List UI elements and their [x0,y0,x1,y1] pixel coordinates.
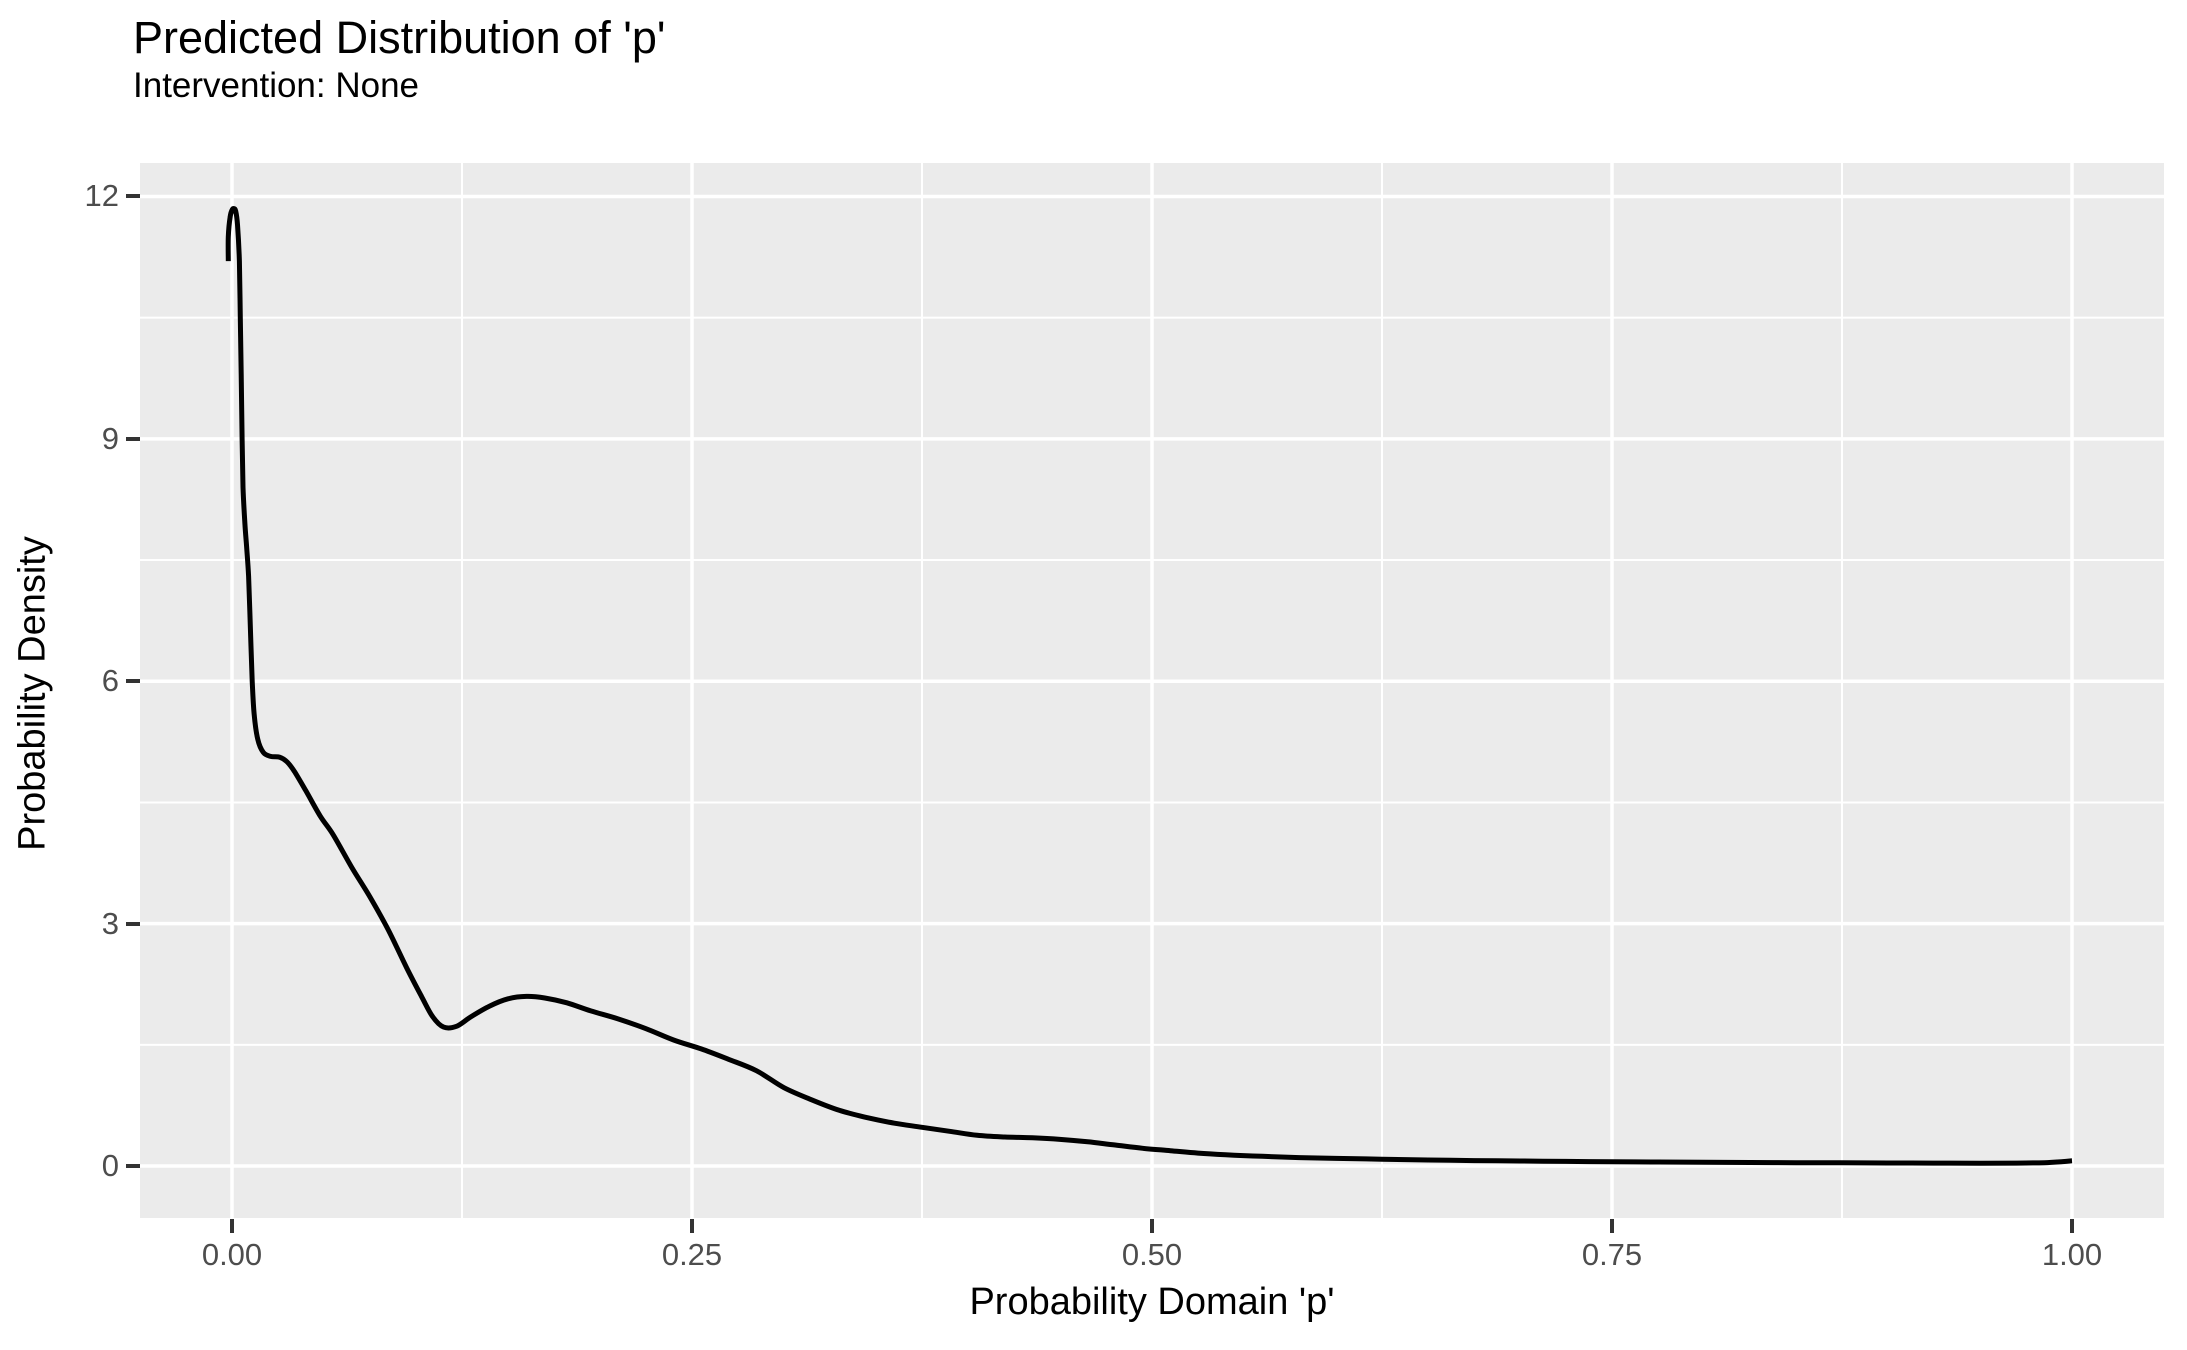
y-tick-label: 6 [101,663,119,699]
x-tick-label: 1.00 [2041,1237,2103,1272]
plot-subtitle: Intervention: None [133,66,420,105]
y-tick-label: 0 [101,1148,119,1184]
x-tick-label: 0.00 [201,1237,263,1272]
y-tick-label: 9 [101,420,119,456]
y-tick-mark [126,194,140,199]
plot-area-svg [140,163,2164,1218]
x-tick-mark [1150,1219,1154,1233]
y-tick-label: 3 [101,905,119,941]
x-tick-label: 0.75 [1581,1237,1643,1272]
density-curve [225,206,2073,1166]
y-tick-mark [126,1164,140,1169]
y-tick-mark [126,679,140,684]
x-tick-label: 0.25 [661,1237,723,1272]
x-tick-label: 0.50 [1121,1237,1183,1272]
y-tick-label: 12 [84,178,119,214]
x-axis-title: Probability Domain 'p' [969,1281,1335,1323]
y-tick-mark [126,436,140,441]
x-tick-mark [1610,1219,1614,1233]
x-tick-mark [690,1219,694,1233]
y-tick-mark [126,921,140,926]
x-tick-mark [230,1219,234,1233]
plot-panel [140,163,2164,1218]
plot-title: Predicted Distribution of 'p' [133,12,666,63]
x-tick-mark [2070,1219,2074,1233]
